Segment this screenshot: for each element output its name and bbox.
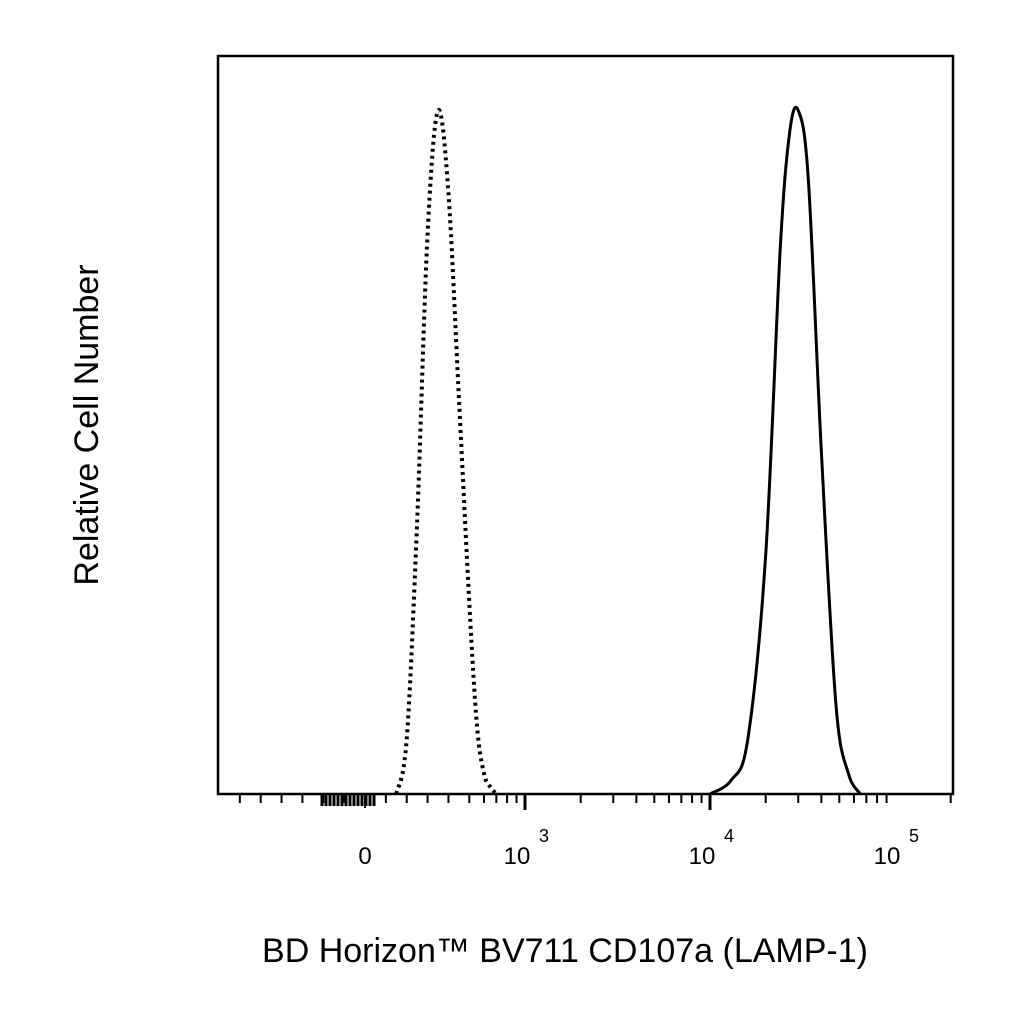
plot-frame [216, 54, 955, 796]
x-tick-label-exponent: 3 [539, 826, 549, 846]
x-tick-label-base: 10 [689, 843, 716, 870]
x-axis-ticks [238, 794, 952, 810]
control-histogram-line [394, 108, 498, 796]
x-tick-label-base: 10 [504, 843, 531, 870]
x-tick-label-base: 0 [358, 843, 371, 870]
series-group [394, 105, 862, 796]
x-tick-label-2: 10 4 [689, 826, 734, 870]
x-tick-label-3: 10 5 [874, 826, 919, 870]
x-tick-label-0: 0 [358, 843, 371, 870]
y-axis-title: Relative Cell Number [68, 264, 106, 585]
x-tick-label-1: 10 3 [504, 826, 549, 870]
x-tick-label-exponent: 5 [909, 826, 919, 846]
x-axis-title: BD Horizon™ BV711 CD107a (LAMP-1) [262, 932, 868, 970]
x-tick-label-exponent: 4 [724, 826, 734, 846]
x-tick-label-base: 10 [874, 843, 901, 870]
x-axis-tick-labels: 0 10 3 10 4 10 5 [358, 826, 919, 870]
stained-histogram-line [709, 105, 862, 796]
